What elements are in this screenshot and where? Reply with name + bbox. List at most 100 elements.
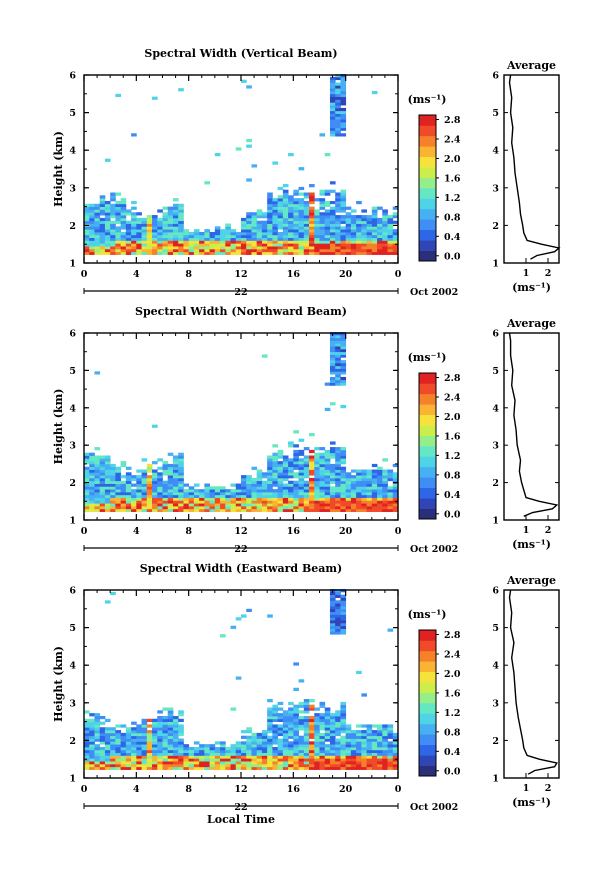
heatmap-cell [303, 223, 310, 227]
heatmap-cell [361, 491, 367, 496]
heatmap-cell [246, 212, 252, 216]
heatmap-cell [272, 738, 279, 742]
heatmap-cell [335, 480, 341, 484]
heatmap-cell [115, 472, 122, 476]
heatmap-cell [120, 746, 127, 751]
heatmap-cell [120, 494, 127, 498]
heatmap-cell [104, 248, 111, 253]
heatmap-cell [178, 730, 184, 734]
heatmap-cell [120, 491, 127, 496]
colorbar-tick-label: 1.6 [444, 431, 461, 442]
heatmap-cell [272, 198, 279, 202]
heatmap-cell [314, 735, 320, 739]
heatmap-cell [115, 761, 122, 765]
heatmap-cell [293, 248, 299, 253]
heatmap-cell [293, 246, 299, 250]
heatmap-cell [282, 198, 289, 202]
heatmap-cell [141, 248, 148, 253]
heatmap-cell [84, 724, 90, 728]
heatmap-cell [120, 246, 127, 250]
heatmap-cell [136, 223, 142, 227]
heatmap-cell [272, 508, 279, 512]
heatmap-cell [366, 248, 373, 253]
heatmap-cell [94, 721, 101, 725]
heatmap-cell [382, 212, 388, 216]
heatmap-cell [329, 622, 336, 627]
heatmap-cell [288, 752, 294, 756]
heatmap-cell [277, 763, 284, 768]
heatmap-cell [110, 732, 116, 737]
heatmap-cell [178, 472, 184, 476]
heatmap-cell [94, 447, 101, 451]
heatmap-cell [220, 494, 226, 498]
heatmap-cell [387, 749, 394, 754]
heatmap-cell [104, 455, 111, 459]
heatmap-cell [157, 721, 163, 725]
heatmap-cell [183, 766, 190, 770]
heatmap-cell [246, 508, 252, 512]
heatmap-cell [319, 447, 326, 451]
heatmap-cell [335, 237, 341, 241]
heatmap-cell [167, 508, 174, 512]
heatmap-cell [356, 755, 362, 759]
heatmap-cell [125, 234, 132, 239]
heatmap-cell [167, 477, 174, 482]
heatmap-cell [345, 251, 352, 255]
heatmap-cell [392, 752, 399, 756]
heatmap-cell [125, 240, 132, 244]
heatmap-cell [345, 483, 352, 487]
heatmap-cell [120, 226, 127, 230]
heatmap-cell [125, 500, 132, 504]
heatmap-cell [282, 237, 289, 241]
heatmap-cell [256, 491, 263, 496]
heatmap-cell [324, 212, 331, 216]
heatmap-cell [99, 198, 106, 202]
heatmap-cell [120, 203, 127, 207]
heatmap-cell [314, 505, 320, 510]
heatmap-cell [335, 217, 341, 222]
heatmap-cell [314, 727, 320, 731]
heatmap-cell [366, 755, 373, 759]
heatmap-cell [84, 231, 90, 236]
heatmap-cell [309, 243, 315, 247]
heatmap-cell [152, 96, 158, 100]
heatmap-cell [225, 503, 231, 507]
heatmap-cell [131, 766, 137, 770]
heatmap-cell [309, 472, 315, 476]
heatmap-cell [314, 744, 320, 748]
heatmap-cell [361, 741, 367, 745]
heatmap-cell [282, 212, 289, 216]
heatmap-cell [125, 738, 132, 742]
heatmap-cell [298, 167, 305, 171]
heatmap-cell [387, 220, 394, 224]
heatmap-cell [361, 735, 367, 739]
heatmap-cell [350, 738, 357, 742]
heatmap-cell [329, 597, 336, 601]
heatmap-cell [277, 198, 284, 202]
heatmap-cell [246, 229, 252, 233]
heatmap-cell [329, 724, 336, 728]
heatmap-cell [120, 505, 127, 510]
heatmap-cell [340, 744, 347, 748]
heatmap-cell [89, 489, 95, 493]
heatmap-cell [282, 200, 289, 205]
heatmap-cell [335, 365, 341, 369]
heatmap-cell [303, 206, 310, 210]
heatmap-cell [277, 209, 284, 213]
heatmap-cell [303, 761, 310, 765]
heatmap-cell [377, 475, 383, 479]
heatmap-cell [99, 243, 106, 247]
heatmap-cell [94, 463, 101, 468]
heatmap-cell [157, 251, 163, 255]
heatmap-cell [146, 231, 153, 236]
heatmap-cell [104, 483, 111, 487]
heatmap-cell [193, 503, 200, 507]
heatmap-cell [152, 483, 158, 487]
heatmap-cell [387, 744, 394, 748]
heatmap-cell [225, 491, 231, 496]
heatmap-cell [272, 223, 279, 227]
heatmap-cell [329, 82, 336, 86]
heatmap-cell [277, 243, 284, 247]
heatmap-cell [89, 749, 95, 754]
heatmap-cell [172, 489, 179, 493]
